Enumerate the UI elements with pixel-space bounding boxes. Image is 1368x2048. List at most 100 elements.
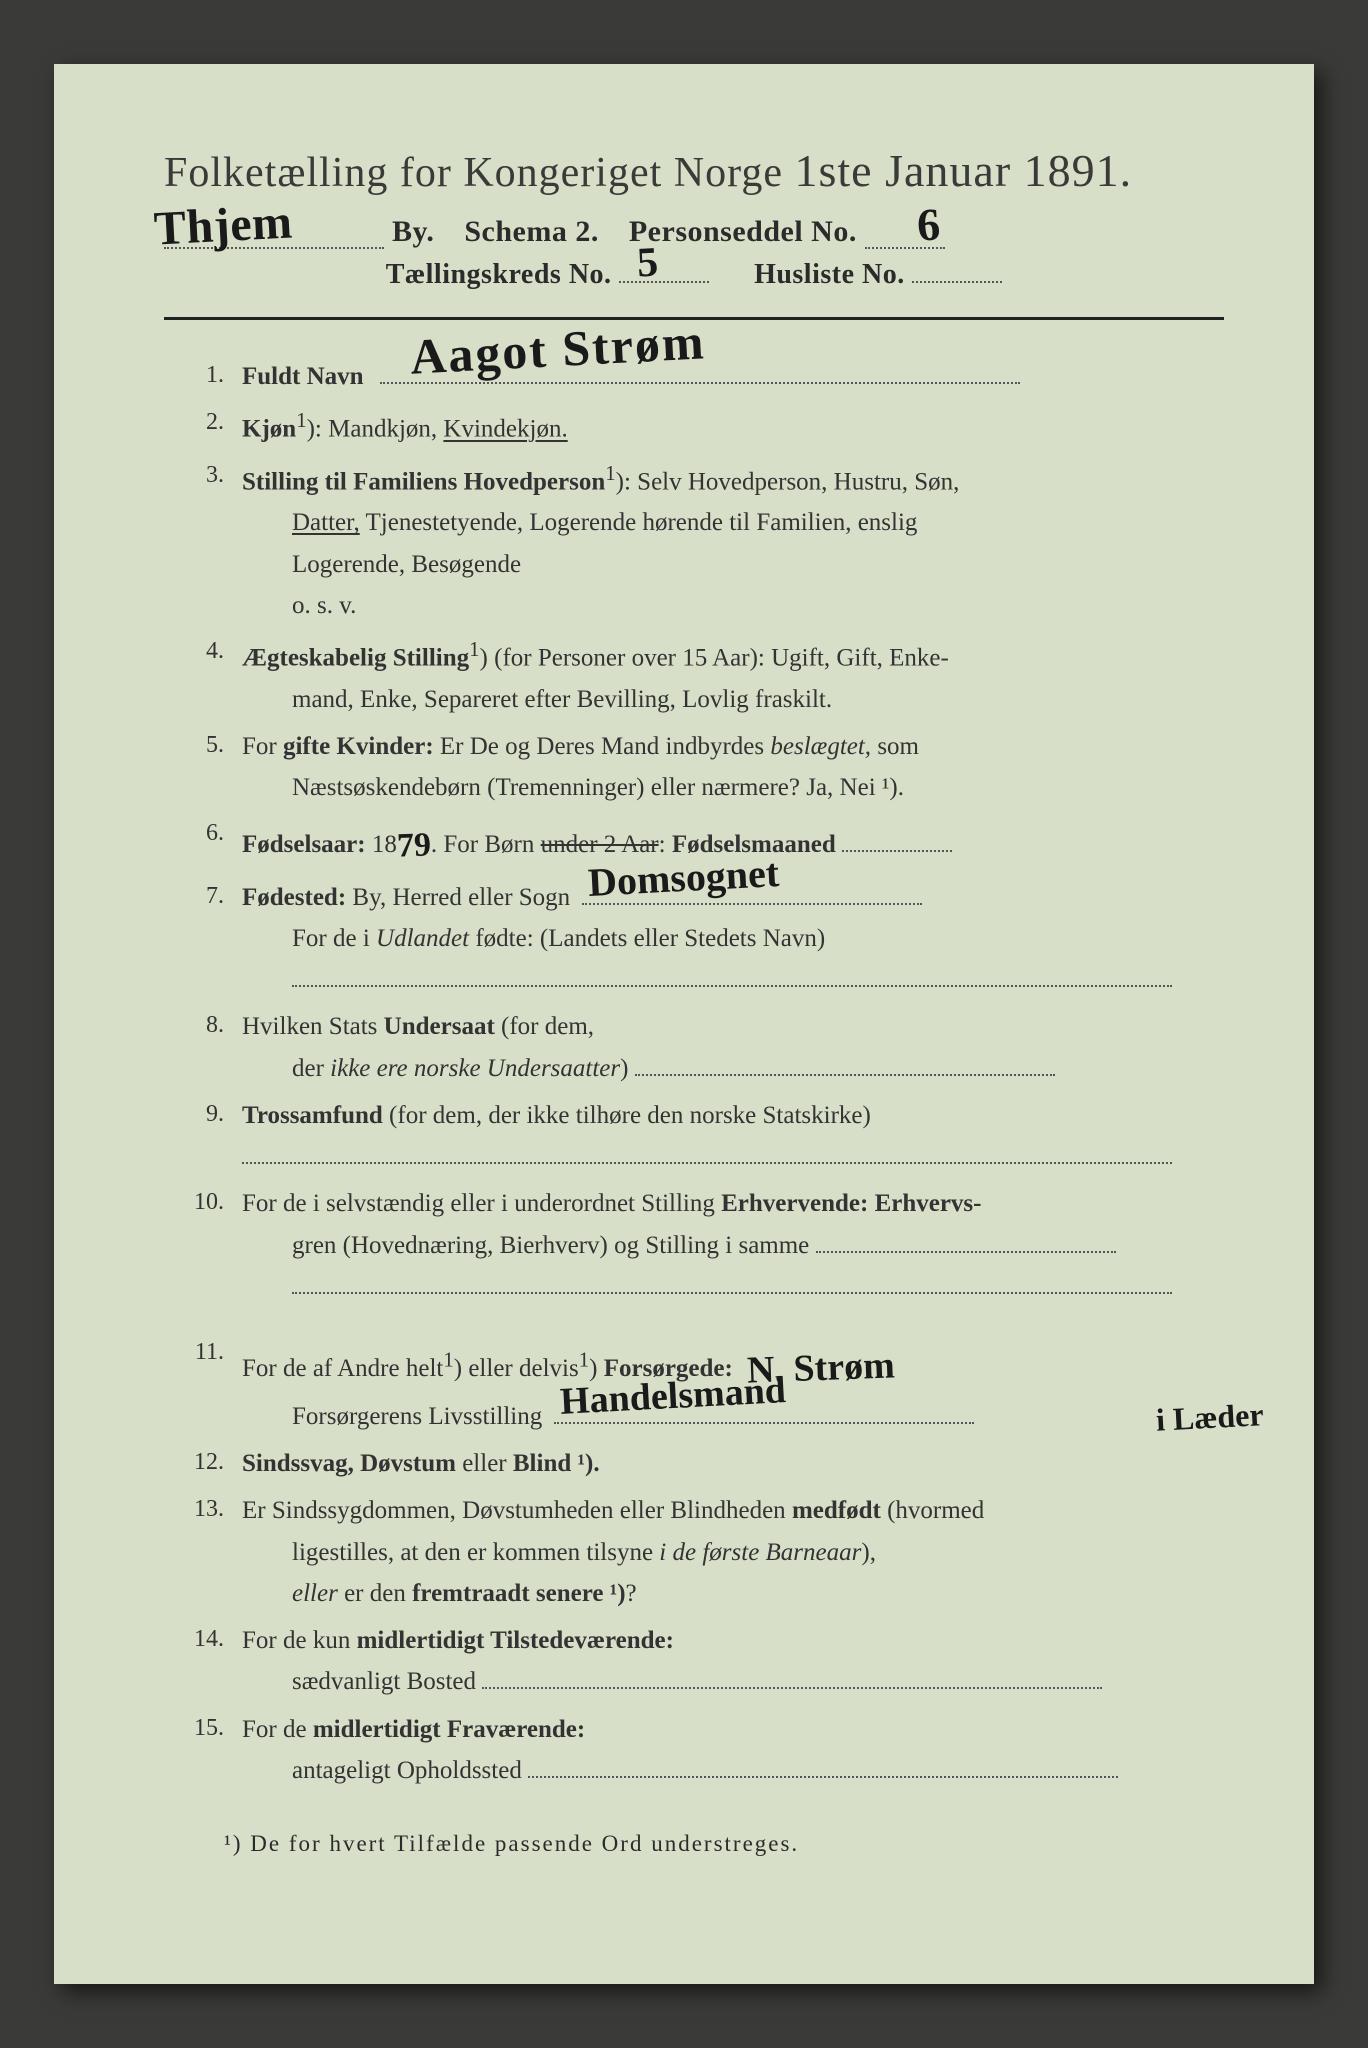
husliste-no-field xyxy=(912,281,1002,283)
sup: 1 xyxy=(579,1348,589,1372)
item-num: 9. xyxy=(164,1095,242,1178)
t5b: gifte Kvinder: xyxy=(283,733,434,760)
title-date: 1ste Januar 1891. xyxy=(794,145,1132,196)
item-8: 8. Hvilken Stats Undersaat (for dem, der… xyxy=(164,1006,1224,1089)
item-body: Kjøn1): Mandkjøn, Kvindekjøn. xyxy=(242,403,1224,450)
sup: 1 xyxy=(296,408,306,432)
item-12: 12. Sindssvag, Døvstum eller Blind ¹). xyxy=(164,1443,1224,1484)
fodested-label: Fødested: xyxy=(242,884,346,911)
item-num: 14. xyxy=(164,1620,242,1703)
t8l2c: ) xyxy=(620,1055,628,1082)
item-body: For de kun midlertidigt Tilstedeværende:… xyxy=(242,1620,1224,1703)
t12b: eller xyxy=(456,1450,513,1477)
line4: o. s. v. xyxy=(242,592,356,619)
dots xyxy=(816,1226,1116,1253)
item-5: 5. For gifte Kvinder: Er De og Deres Man… xyxy=(164,726,1224,809)
item-15: 15. For de midlertidigt Fraværende: anta… xyxy=(164,1709,1224,1792)
t8b: Undersaat xyxy=(384,1013,495,1040)
item-body: Sindssvag, Døvstum eller Blind ¹). xyxy=(242,1443,1224,1484)
city-field: Thjem xyxy=(164,247,384,249)
t5line2: Næstsøskendebørn (Tremenninger) eller næ… xyxy=(242,774,904,801)
name-handwritten: Aagot Strøm xyxy=(408,300,707,398)
item-num: 5. xyxy=(164,726,242,809)
item-num: 10. xyxy=(164,1183,242,1307)
t5c: Er De og Deres Mand indbyrdes xyxy=(434,733,771,760)
t5a: For xyxy=(242,733,283,760)
t8c: (for dem, xyxy=(495,1013,594,1040)
perseddel-no-hw: 6 xyxy=(916,197,942,251)
form-items: 1. Fuldt Navn Aagot Strøm 2. Kjøn1): Man… xyxy=(164,356,1224,1791)
t7b: By, Herred eller Sogn xyxy=(346,884,570,911)
item-11: 11. For de af Andre helt1) eller delvis1… xyxy=(164,1333,1224,1437)
item-13: 13. Er Sindssygdommen, Døvstumheden elle… xyxy=(164,1490,1224,1614)
item-num: 3. xyxy=(164,456,242,626)
perseddel-label: Personseddel No. xyxy=(629,215,857,249)
fodested-field: Domsognet xyxy=(582,903,922,905)
label-fuldt-navn: Fuldt Navn xyxy=(242,363,364,390)
t15l2: antageligt Opholdssted xyxy=(242,1757,522,1784)
item-num: 2. xyxy=(164,403,242,450)
item-body: Stilling til Familiens Hovedperson1): Se… xyxy=(242,456,1224,626)
fodselsaar-label: Fødselsaar: xyxy=(242,831,372,858)
kreds-label: Tællingskreds No. xyxy=(386,259,612,290)
t7l2c: fødte: (Landets eller Stedets Navn) xyxy=(469,925,825,952)
item-9: 9. Trossamfund (for dem, der ikke tilhør… xyxy=(164,1095,1224,1178)
header-title: Folketælling for Kongeriget Norge 1ste J… xyxy=(164,144,1224,197)
item-14: 14. For de kun midlertidigt Tilstedevære… xyxy=(164,1620,1224,1703)
t8l2b: ikke ere norske Undersaatter xyxy=(330,1055,620,1082)
schema-label: Schema 2. xyxy=(464,215,599,249)
kreds-no-hw: 5 xyxy=(636,238,660,287)
ilader-hw: i Læder xyxy=(1155,1388,1265,1446)
dots xyxy=(292,1267,1172,1294)
item-body: Fuldt Navn Aagot Strøm xyxy=(242,356,1224,397)
item-body: For de af Andre helt1) eller delvis1) Fo… xyxy=(242,1333,1224,1437)
t5e: som xyxy=(871,733,919,760)
footnote: ¹) De for hvert Tilfælde passende Ord un… xyxy=(224,1831,1224,1857)
header-line-2: Thjem By. Schema 2. Personseddel No. 6 xyxy=(164,215,1224,249)
item-body: Ægteskabelig Stilling1) (for Personer ov… xyxy=(242,632,1224,720)
by-label: By. xyxy=(392,215,434,249)
t7l2b: Udlandet xyxy=(376,925,469,952)
sup: 1 xyxy=(469,637,479,661)
kreds-no-field: 5 xyxy=(619,281,709,283)
t5d: beslægtet, xyxy=(770,733,871,760)
t9a: Trossamfund xyxy=(242,1102,383,1129)
livsstilling-field: Handelsmand xyxy=(554,1422,974,1424)
stilling-label: Stilling til Familiens Hovedperson xyxy=(242,468,605,495)
livsstilling-hw: Handelsmand xyxy=(559,1359,788,1433)
line2b: Tjenestetyende, Logerende hørende til Fa… xyxy=(360,509,918,536)
t10l2: gren (Hovednæring, Bierhverv) og Stillin… xyxy=(242,1232,809,1259)
t14l2: sædvanligt Bosted xyxy=(242,1668,476,1695)
t12a: Sindssvag, Døvstum xyxy=(242,1450,456,1477)
t9b: (for dem, der ikke tilhøre den norske St… xyxy=(383,1102,871,1129)
title-prefix: Folketælling for Kongeriget Norge xyxy=(164,150,794,196)
t13l2a: ligestilles, at den er kommen tilsyne xyxy=(292,1539,659,1566)
husliste-label: Husliste No. xyxy=(754,259,905,290)
t14a: For de kun xyxy=(242,1627,357,1654)
city-handwritten: Thjem xyxy=(153,194,294,256)
kjon-label: Kjøn xyxy=(242,416,296,443)
name-field: Aagot Strøm xyxy=(380,382,1020,384)
item-body: Hvilken Stats Undersaat (for dem, der ik… xyxy=(242,1006,1224,1089)
item-body: For de midlertidigt Fraværende: antageli… xyxy=(242,1709,1224,1792)
kvindekjon: Kvindekjøn. xyxy=(443,416,567,443)
dots xyxy=(842,825,952,852)
t8a: Hvilken Stats xyxy=(242,1013,384,1040)
t13c: (hvormed xyxy=(881,1497,984,1524)
t6b: . For Børn xyxy=(431,831,541,858)
item-body: Fødested: By, Herred eller Sogn Domsogne… xyxy=(242,877,1224,1001)
t11a: For de af Andre helt xyxy=(242,1355,443,1382)
item-num: 11. xyxy=(164,1333,242,1437)
item-2: 2. Kjøn1): Mandkjøn, Kvindekjøn. xyxy=(164,403,1224,450)
item-num: 1. xyxy=(164,356,242,397)
item-num: 15. xyxy=(164,1709,242,1792)
header-line-3: Tællingskreds No. 5 Husliste No. xyxy=(164,259,1224,291)
t12c: Blind ¹). xyxy=(513,1450,600,1477)
item-num: 7. xyxy=(164,877,242,1001)
census-form-page: Folketælling for Kongeriget Norge 1ste J… xyxy=(54,64,1314,1984)
item-body: For gifte Kvinder: Er De og Deres Mand i… xyxy=(242,726,1224,809)
item-10: 10. For de i selvstændig eller i underor… xyxy=(164,1183,1224,1307)
item-num: 13. xyxy=(164,1490,242,1614)
t13l3a: eller xyxy=(292,1580,338,1607)
item-body: Er Sindssygdommen, Døvstumheden eller Bl… xyxy=(242,1490,1224,1614)
